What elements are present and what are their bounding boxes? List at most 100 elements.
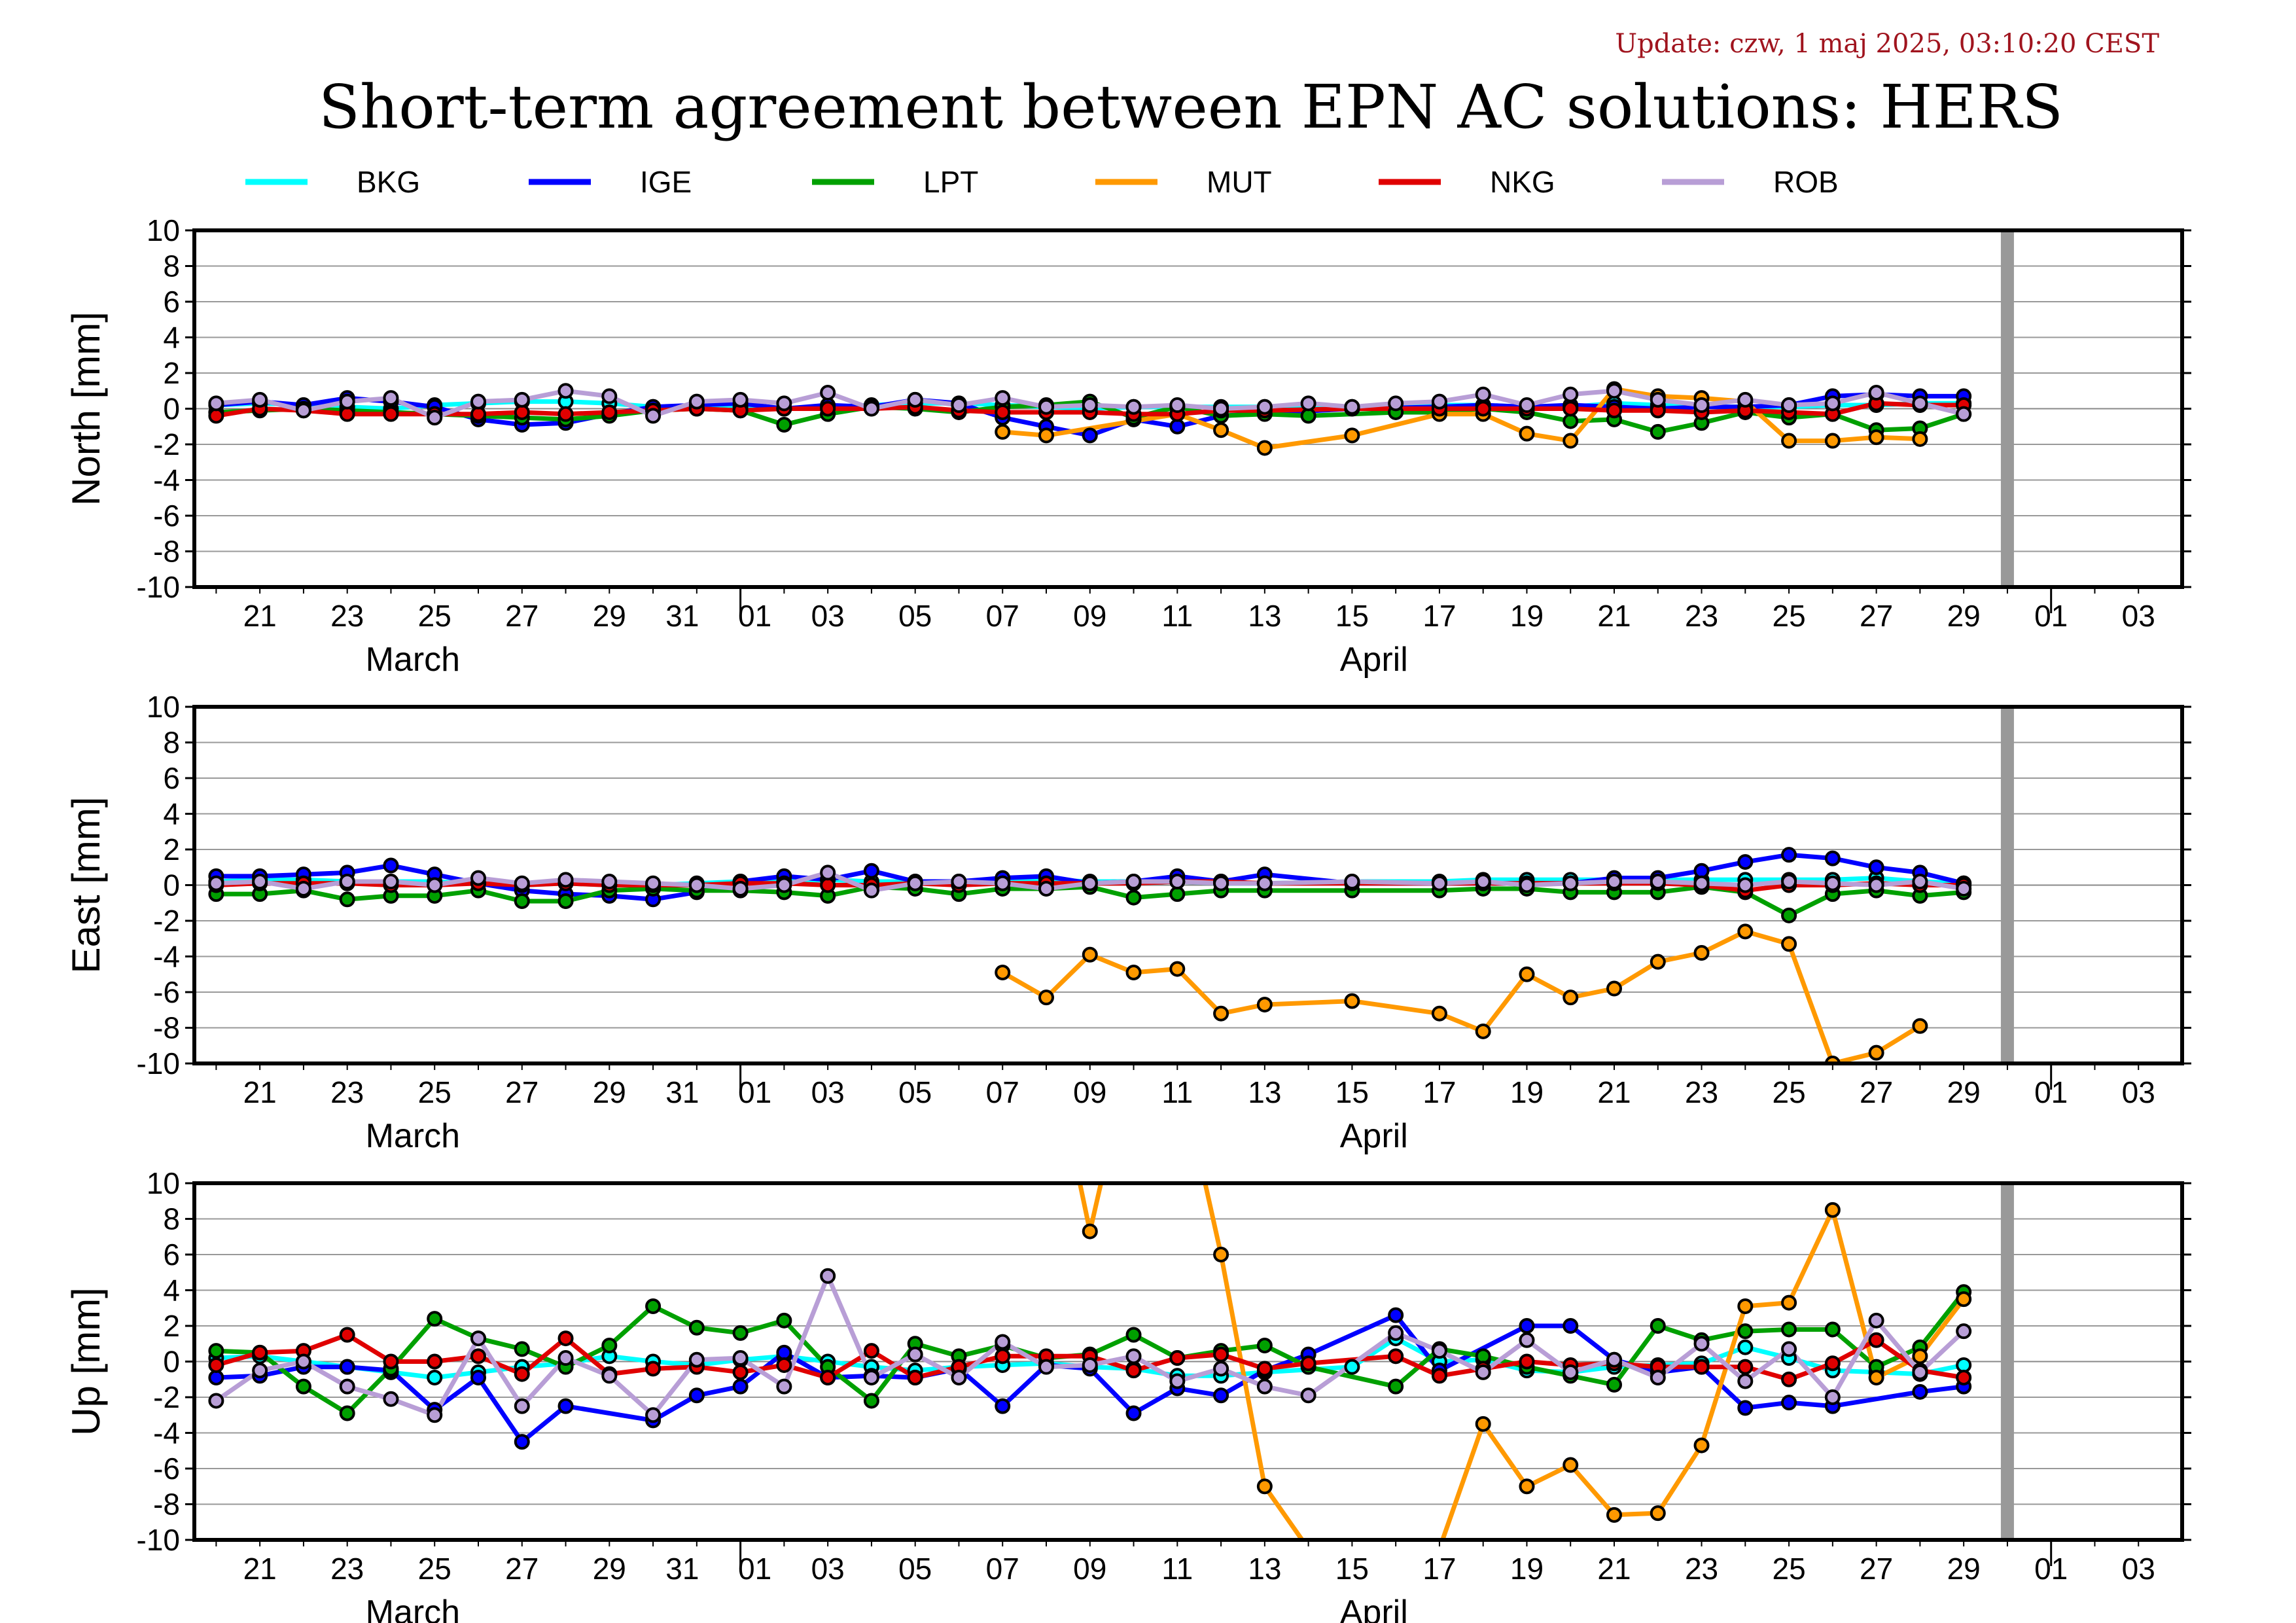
data-point-nkg [514, 404, 530, 420]
data-point-mut [1912, 431, 1928, 447]
data-point-rob [1475, 1364, 1491, 1380]
x-tick-label: 17 [1422, 1552, 1456, 1586]
data-point-rob [1475, 874, 1491, 890]
data-point-rob [557, 872, 574, 888]
y-tick-label: 10 [147, 1166, 180, 1200]
x-tick-label: 03 [811, 599, 845, 633]
data-point-mut [1912, 1348, 1928, 1364]
data-point-ige [688, 1387, 705, 1404]
data-point-rob [1912, 395, 1928, 412]
data-point-rob [776, 877, 792, 893]
x-tick-label: 23 [1685, 1552, 1718, 1586]
data-point-rob [295, 1353, 311, 1370]
month-label: April [1340, 1117, 1408, 1155]
data-point-mut [1606, 980, 1622, 997]
y-tick-label: -4 [153, 940, 180, 974]
y-tick-label: 2 [163, 832, 180, 866]
data-point-ige [383, 857, 399, 874]
data-point-ige [1213, 1387, 1229, 1404]
y-tick-label: -8 [153, 535, 180, 569]
x-tick-label: 21 [243, 599, 277, 633]
data-point-rob [252, 874, 268, 890]
series-line-lpt [216, 399, 1965, 435]
data-point-mut [1693, 945, 1710, 961]
data-point-lpt [732, 1325, 749, 1341]
data-point-nkg [820, 877, 836, 893]
data-point-rob [1781, 874, 1797, 890]
data-point-lpt [1388, 1378, 1404, 1395]
y-tick-label: -4 [153, 1416, 180, 1450]
data-point-nkg [995, 1348, 1011, 1364]
data-point-rob [1956, 880, 1972, 897]
data-point-mut [1563, 990, 1579, 1006]
data-point-rob [427, 410, 443, 426]
data-point-rob [1256, 399, 1273, 415]
x-tick-label: 13 [1248, 599, 1281, 633]
data-point-rob [1824, 395, 1841, 412]
data-point-mut [1737, 1298, 1754, 1315]
month-label: March [366, 1594, 460, 1623]
x-tick-label: 27 [505, 599, 539, 633]
data-point-rob [339, 1378, 355, 1395]
y-tick-label: 4 [163, 1274, 180, 1308]
data-point-mut [995, 423, 1011, 440]
data-point-ige [470, 1370, 486, 1386]
data-point-mut [1868, 1370, 1884, 1386]
series-group [208, 1183, 1972, 1540]
x-tick-label: 23 [330, 1075, 364, 1109]
data-point-bkg [427, 1370, 443, 1386]
data-point-rob [1431, 393, 1447, 410]
data-point-rob [1038, 880, 1054, 897]
data-point-mut [1868, 429, 1884, 446]
y-axis-label: East [mm] [64, 796, 108, 973]
month-label: March [366, 1117, 460, 1155]
data-point-ige [732, 1378, 749, 1395]
legend-label-bkg: BKG [357, 165, 420, 199]
y-tick-label: 10 [147, 213, 180, 247]
x-tick-label: 27 [505, 1552, 539, 1586]
x-tick-label: 25 [1772, 599, 1805, 633]
x-tick-label: 01 [2034, 1075, 2068, 1109]
data-point-lpt [863, 1393, 879, 1409]
data-point-rob [1563, 1364, 1579, 1380]
data-point-mut [1563, 433, 1579, 449]
x-tick-label: 23 [330, 599, 364, 633]
data-point-rob [688, 877, 705, 893]
data-point-ige [1737, 854, 1754, 870]
data-point-rob [1693, 875, 1710, 891]
data-point-mut [1519, 966, 1535, 982]
x-tick-label: 23 [330, 1552, 364, 1586]
x-tick-label: 07 [986, 1075, 1019, 1109]
data-point-nkg [1169, 1350, 1186, 1366]
data-point-rob [863, 1370, 879, 1386]
current-date-marker [2000, 230, 2014, 587]
data-point-rob [907, 391, 923, 408]
data-point-rob [1606, 1351, 1622, 1368]
data-point-rob [645, 408, 662, 424]
data-point-rob [339, 393, 355, 410]
data-point-ige [776, 1344, 792, 1361]
data-point-lpt [1606, 1376, 1622, 1393]
data-point-mut [1956, 1291, 1972, 1308]
y-tick-label: -2 [153, 427, 180, 461]
y-tick-label: -2 [153, 904, 180, 938]
data-point-rob [557, 383, 574, 399]
x-tick-label: 05 [898, 599, 932, 633]
x-tick-label: 17 [1422, 1075, 1456, 1109]
data-point-ige [1519, 1318, 1535, 1334]
data-point-lpt [1650, 1318, 1666, 1334]
x-tick-label: 15 [1335, 599, 1369, 633]
data-point-nkg [557, 406, 574, 422]
y-tick-label: 6 [163, 1238, 180, 1272]
data-point-nkg [645, 1361, 662, 1377]
x-tick-label: 13 [1248, 1075, 1281, 1109]
data-point-nkg [1125, 1363, 1142, 1379]
legend-label-ige: IGE [640, 165, 692, 199]
y-tick-label: -4 [153, 463, 180, 497]
x-tick-label: 05 [898, 1075, 932, 1109]
data-point-rob [907, 1346, 923, 1363]
data-point-rob [252, 391, 268, 408]
data-point-nkg [1431, 1368, 1447, 1384]
data-point-mut [1169, 961, 1186, 977]
